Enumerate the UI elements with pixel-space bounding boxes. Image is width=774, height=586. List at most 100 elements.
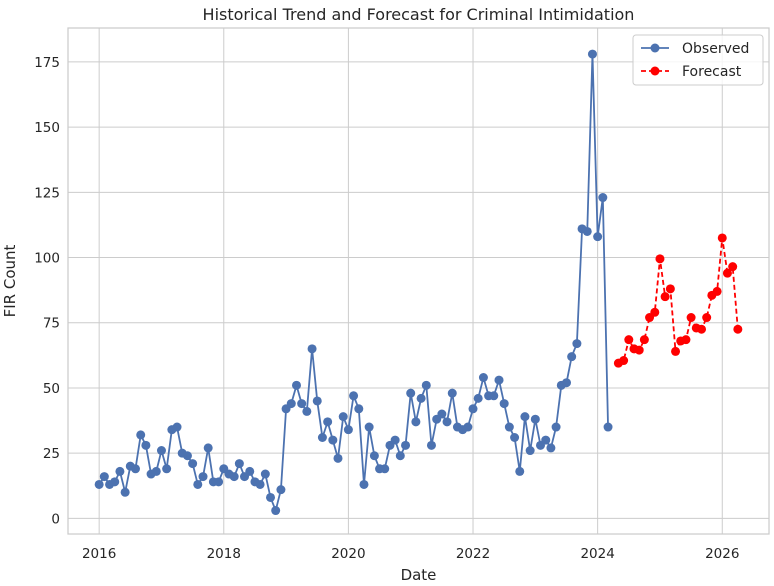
y-tick-label: 0 xyxy=(51,511,60,527)
y-tick-label: 100 xyxy=(34,251,60,267)
chart-title: Historical Trend and Forecast for Crimin… xyxy=(203,5,635,24)
forecast-point xyxy=(660,292,670,302)
observed-point xyxy=(130,464,140,474)
observed-point xyxy=(136,430,146,440)
observed-point xyxy=(515,466,525,476)
observed-point xyxy=(447,388,457,398)
forecast-point xyxy=(671,346,681,356)
x-tick-label: 2024 xyxy=(580,546,614,562)
observed-point xyxy=(567,352,577,362)
series-forecast xyxy=(613,233,743,368)
observed-point xyxy=(245,466,255,476)
x-tick-label: 2026 xyxy=(705,546,739,562)
y-tick-label: 25 xyxy=(43,446,60,462)
grid xyxy=(68,28,769,534)
observed-point xyxy=(291,380,301,390)
series-layer xyxy=(94,49,743,516)
observed-point xyxy=(473,393,483,403)
forecast-point xyxy=(619,356,629,366)
observed-point xyxy=(494,375,504,385)
observed-point xyxy=(359,479,369,489)
observed-point xyxy=(307,344,317,354)
observed-point xyxy=(255,479,265,489)
observed-point xyxy=(551,422,561,432)
observed-point xyxy=(162,464,172,474)
forecast-point xyxy=(665,284,675,294)
observed-point xyxy=(214,477,224,487)
observed-point xyxy=(541,435,551,445)
y-tick-label: 125 xyxy=(34,185,60,201)
observed-point xyxy=(463,422,473,432)
legend-forecast-label: Forecast xyxy=(682,64,742,80)
forecast-point xyxy=(686,313,696,323)
observed-point xyxy=(323,417,333,427)
observed-point xyxy=(94,479,104,489)
y-tick-label: 50 xyxy=(43,381,60,397)
observed-point xyxy=(546,443,556,453)
observed-point xyxy=(271,506,281,516)
observed-point xyxy=(603,422,613,432)
legend-observed-marker xyxy=(650,43,660,53)
observed-point xyxy=(333,453,343,463)
observed-point xyxy=(587,49,597,59)
observed-point xyxy=(380,464,390,474)
observed-point xyxy=(188,459,198,469)
forecast-point xyxy=(702,313,712,323)
observed-point xyxy=(401,440,411,450)
observed-point xyxy=(302,406,312,416)
observed-point xyxy=(416,393,426,403)
observed-point xyxy=(99,472,109,482)
forecast-point xyxy=(650,307,660,317)
observed-point xyxy=(312,396,322,406)
observed-point xyxy=(354,404,364,414)
forecast-point xyxy=(697,324,707,334)
observed-point xyxy=(203,443,213,453)
observed-point xyxy=(317,432,327,442)
legend-forecast-marker xyxy=(650,66,660,76)
forecast-point xyxy=(639,335,649,345)
forecast-point xyxy=(733,324,743,334)
observed-point xyxy=(260,469,270,479)
observed-point xyxy=(349,391,359,401)
observed-point xyxy=(499,399,509,409)
observed-point xyxy=(338,412,348,422)
observed-point xyxy=(328,435,338,445)
observed-point xyxy=(437,409,447,419)
legend-observed-label: Observed xyxy=(682,41,749,57)
x-tick-label: 2022 xyxy=(456,546,490,562)
y-tick-label: 75 xyxy=(43,316,60,332)
x-tick-labels: 2016 2018 2020 2022 2024 2026 xyxy=(82,546,739,562)
legend: Observed Forecast xyxy=(632,34,764,86)
observed-point xyxy=(593,232,603,242)
forecast-point xyxy=(722,268,732,278)
observed-point xyxy=(421,380,431,390)
observed-point xyxy=(156,446,166,456)
observed-point xyxy=(525,446,535,456)
forecast-point xyxy=(624,335,634,345)
observed-point xyxy=(406,388,416,398)
observed-point xyxy=(489,391,499,401)
observed-point xyxy=(234,459,244,469)
observed-point xyxy=(530,414,540,424)
observed-point xyxy=(561,378,571,388)
observed-point xyxy=(504,422,514,432)
observed-point xyxy=(390,435,400,445)
forecast-point xyxy=(712,286,722,296)
x-tick-label: 2018 xyxy=(207,546,241,562)
observed-point xyxy=(510,432,520,442)
observed-point xyxy=(276,485,286,495)
observed-point xyxy=(364,422,374,432)
observed-point xyxy=(478,373,488,383)
forecast-point xyxy=(728,262,738,272)
observed-point xyxy=(572,339,582,349)
observed-point xyxy=(182,451,192,461)
observed-point xyxy=(369,451,379,461)
observed-point xyxy=(172,422,182,432)
observed-point xyxy=(198,472,208,482)
observed-point xyxy=(395,451,405,461)
observed-point xyxy=(442,417,452,427)
observed-point xyxy=(141,440,151,450)
forecast-point xyxy=(681,335,691,345)
observed-point xyxy=(151,466,161,476)
